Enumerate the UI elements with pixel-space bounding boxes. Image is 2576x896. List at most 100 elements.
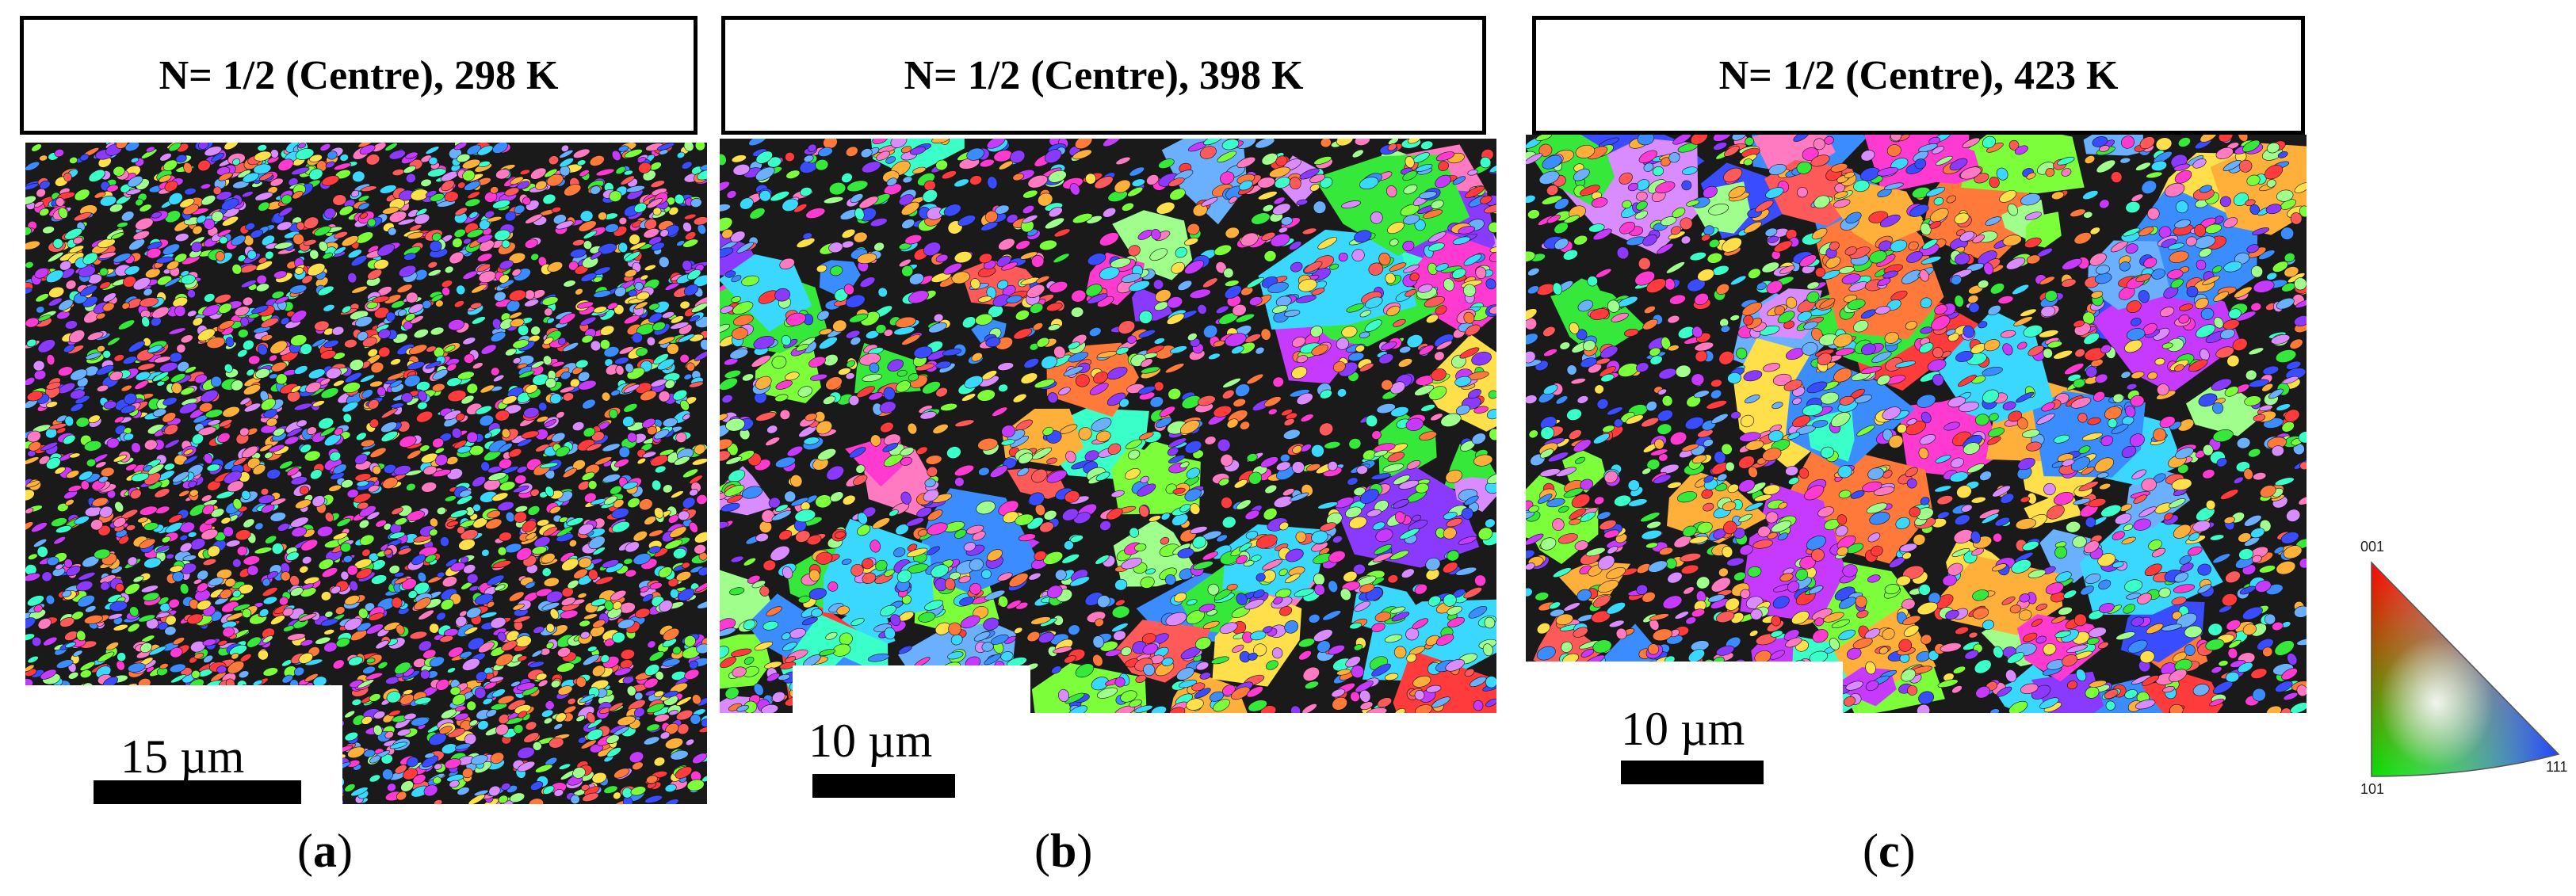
grain: [239, 654, 252, 662]
grain: [530, 167, 547, 180]
grain: [332, 352, 346, 360]
grain: [601, 391, 611, 402]
grain: [166, 553, 174, 559]
grain: [694, 531, 707, 543]
grain: [535, 764, 553, 773]
grain: [311, 400, 325, 407]
grain: [39, 154, 48, 162]
grain: [513, 616, 531, 623]
grain: [302, 556, 312, 565]
grain: [184, 188, 197, 196]
grain: [533, 626, 545, 634]
grain: [505, 511, 515, 523]
grain: [384, 463, 397, 474]
grain: [262, 667, 278, 677]
grain: [647, 640, 656, 649]
grain: [556, 411, 565, 419]
grain: [224, 143, 239, 151]
grain: [227, 661, 245, 674]
grain: [677, 723, 690, 735]
grain: [682, 497, 696, 509]
grain: [180, 334, 193, 344]
grain: [370, 361, 384, 374]
grain: [145, 268, 161, 279]
grain: [304, 658, 323, 666]
grain: [79, 661, 96, 671]
grain: [646, 723, 660, 732]
grain: [605, 223, 619, 233]
grain: [683, 213, 697, 220]
grain: [446, 377, 462, 387]
grain: [577, 371, 590, 382]
grain: [246, 368, 255, 376]
grain: [589, 743, 604, 753]
grain: [238, 329, 249, 338]
grain: [561, 558, 579, 571]
grain: [36, 546, 48, 558]
grain: [369, 447, 387, 458]
grain: [453, 228, 466, 238]
grain: [320, 591, 332, 601]
grain: [33, 539, 48, 547]
ebsd-map-a: [25, 143, 707, 804]
grain: [57, 503, 69, 512]
grain: [271, 291, 285, 299]
grain: [342, 401, 359, 413]
scale-label-a: 15 µm: [120, 730, 245, 783]
grain: [485, 518, 503, 530]
grain: [688, 381, 704, 388]
grain: [537, 519, 549, 527]
grain: [653, 757, 666, 767]
grain: [578, 220, 597, 232]
grain: [116, 660, 125, 671]
grain: [344, 784, 356, 792]
grain: [168, 193, 183, 205]
grain: [304, 450, 321, 462]
grain: [497, 695, 514, 704]
grain: [232, 181, 250, 189]
grain: [200, 183, 212, 189]
grain: [463, 238, 472, 245]
caption-letter-a: a: [312, 825, 337, 877]
grain: [243, 402, 262, 413]
grain: [429, 517, 438, 528]
scale-bar-a: [94, 780, 301, 804]
ebsd-map-b: [720, 139, 1496, 713]
grain: [481, 549, 490, 557]
grain: [394, 572, 405, 578]
grain: [25, 521, 34, 532]
grain: [235, 529, 251, 541]
grain: [48, 297, 63, 307]
grain: [558, 763, 571, 770]
grain: [180, 387, 195, 396]
grain: [658, 336, 675, 345]
grain: [444, 265, 454, 274]
grain: [620, 649, 635, 660]
grain: [418, 640, 432, 652]
grain: [535, 444, 550, 452]
grain: [659, 448, 675, 456]
grain: [197, 570, 209, 581]
grain: [589, 155, 605, 166]
grain: [25, 489, 35, 501]
grain: [614, 458, 629, 468]
grain: [36, 188, 46, 198]
grain: [323, 304, 335, 312]
caption-a: (a): [297, 825, 353, 877]
grain: [290, 517, 309, 528]
grain: [640, 586, 649, 593]
grain: [693, 708, 706, 716]
grain: [528, 334, 541, 343]
grain: [25, 261, 34, 269]
grain: [675, 709, 694, 721]
grain: [384, 294, 402, 304]
grain: [279, 460, 293, 470]
grain: [231, 379, 243, 391]
panel-title-b: N= 1/2 (Centre), 398 K: [721, 16, 1486, 135]
grain: [659, 256, 670, 268]
grain: [457, 181, 466, 189]
grain: [243, 234, 254, 246]
grain: [324, 611, 334, 618]
grain: [545, 623, 555, 633]
grain: [54, 149, 64, 158]
